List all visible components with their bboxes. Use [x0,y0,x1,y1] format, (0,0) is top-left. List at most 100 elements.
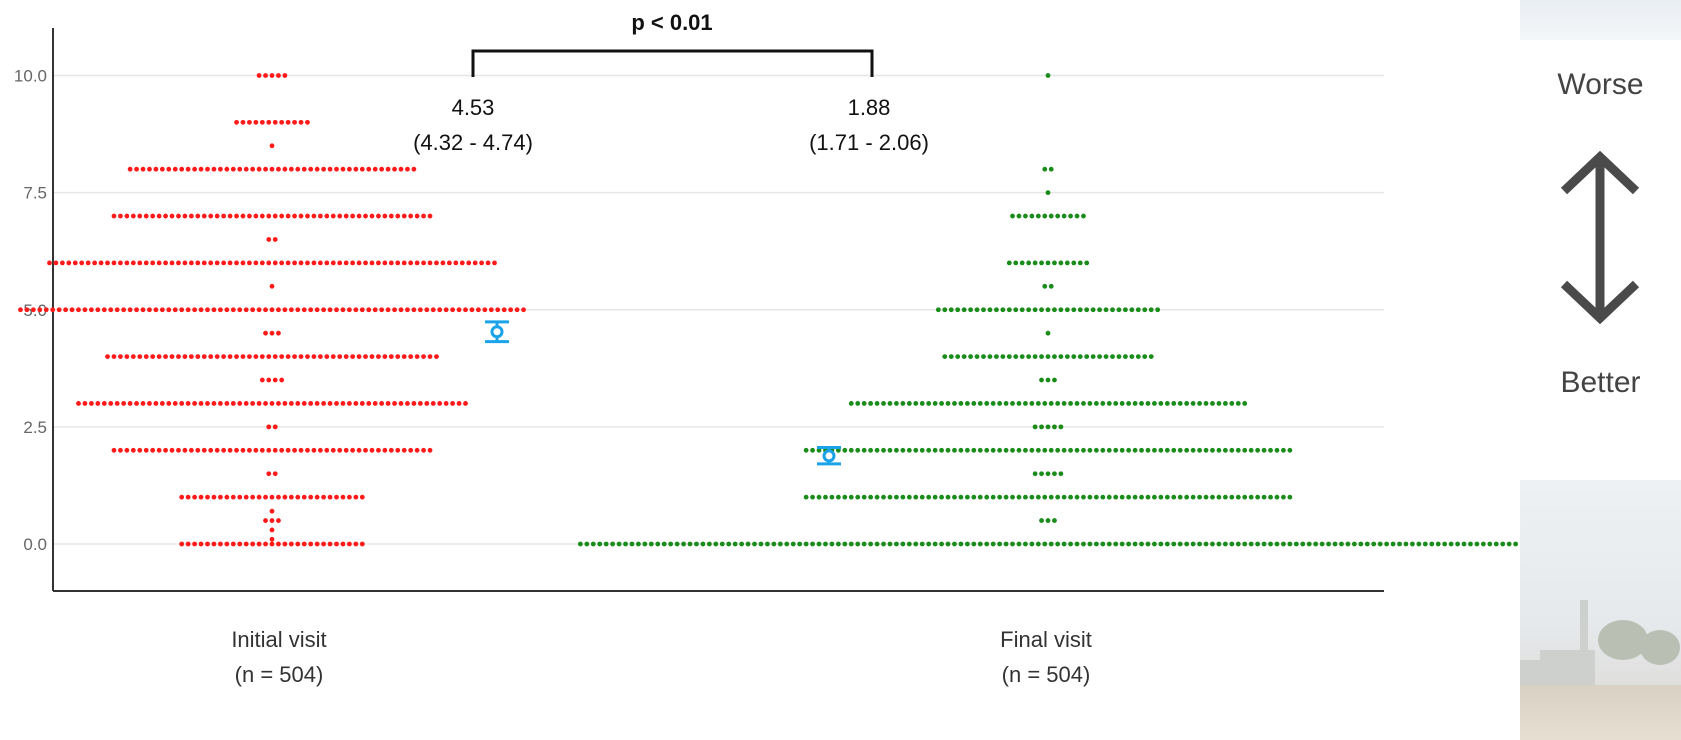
data-point [888,448,893,453]
data-point [163,261,168,266]
data-point [900,542,905,547]
data-point [1049,167,1054,172]
data-point [112,354,117,359]
data-point [212,542,217,547]
data-point [328,167,333,172]
data-point [1036,495,1041,500]
data-point [1104,354,1109,359]
data-point [486,261,491,266]
data-point [1191,401,1196,406]
data-point [228,354,233,359]
data-point [360,495,365,500]
data-point [733,542,738,547]
data-point [379,307,384,312]
data-point [1039,378,1044,383]
data-point [270,307,275,312]
data-point [578,542,583,547]
data-point [215,354,220,359]
data-point [224,167,229,172]
data-point [392,307,397,312]
data-point [357,448,362,453]
data-point [370,354,375,359]
better-label: Better [1520,366,1681,400]
data-point [286,354,291,359]
data-point [260,120,265,125]
data-point [295,167,300,172]
data-point [1078,354,1083,359]
data-point [617,542,622,547]
data-point [1217,542,1222,547]
data-point [1126,495,1131,500]
data-point [337,354,342,359]
data-point [25,307,30,312]
data-point [875,542,880,547]
data-point [1068,214,1073,219]
data-point [1229,448,1234,453]
data-point [1059,261,1064,266]
data-point [836,542,841,547]
data-point [1052,471,1057,476]
data-point [946,401,951,406]
data-point [1062,401,1067,406]
data-point [952,542,957,547]
data-point [195,354,200,359]
data-point [283,542,288,547]
data-point [913,448,918,453]
data-point [179,542,184,547]
data-point [273,471,278,476]
data-point [263,542,268,547]
data-point [1494,542,1499,547]
data-point [1155,307,1160,312]
data-point [1184,401,1189,406]
data-point [1026,261,1031,266]
data-point [276,401,281,406]
data-point [907,542,912,547]
data-point [121,307,126,312]
data-point [1158,542,1163,547]
data-point [868,542,873,547]
data-point [376,261,381,266]
data-point [1197,542,1202,547]
data-point [946,495,951,500]
data-point [1017,448,1022,453]
data-point [1133,401,1138,406]
data-point [118,354,123,359]
data-point [988,354,993,359]
data-point [215,261,220,266]
data-point [965,448,970,453]
data-point [862,495,867,500]
data-point [124,261,129,266]
data-point [920,542,925,547]
data-point [292,214,297,219]
data-point [263,518,268,523]
data-point [228,448,233,453]
data-point [1010,214,1015,219]
data-point [894,448,899,453]
data-point [137,354,142,359]
data-point [1046,471,1051,476]
data-point [266,354,271,359]
data-point [163,354,168,359]
data-point [810,495,815,500]
data-point [479,261,484,266]
data-point [192,307,197,312]
data-point [157,261,162,266]
data-point [302,401,307,406]
data-point [1036,542,1041,547]
data-point [324,261,329,266]
data-point [437,307,442,312]
data-point [134,401,139,406]
data-point [218,401,223,406]
data-point [1039,354,1044,359]
data-point [1281,448,1286,453]
data-point [189,214,194,219]
data-point [655,542,660,547]
data-point [231,167,236,172]
data-point [263,73,268,78]
data-point [128,167,133,172]
data-point [849,495,854,500]
data-point [1059,354,1064,359]
data-point [54,261,59,266]
data-point [933,542,938,547]
data-point [376,448,381,453]
